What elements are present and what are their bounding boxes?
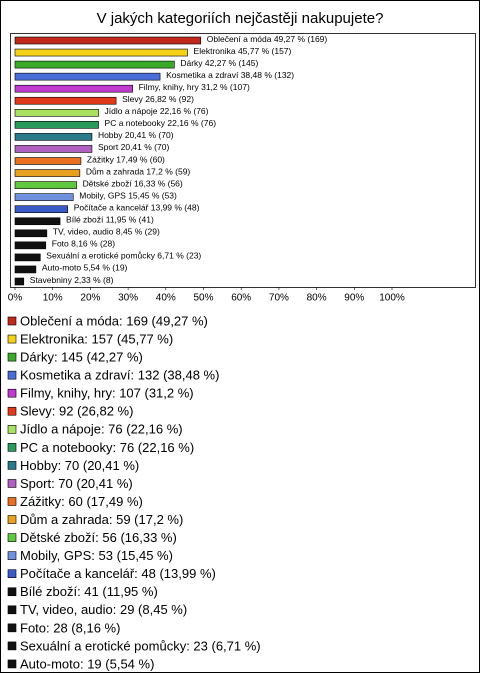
bar (14, 84, 133, 93)
legend-swatch (7, 406, 17, 416)
x-tick-label: 50% (193, 293, 213, 304)
legend-label: Dům a zahrada: 59 (17,2 %) (20, 512, 183, 527)
bar (14, 181, 77, 189)
legend-label: Jídlo a nápoje: 76 (22,16 %) (20, 422, 183, 437)
bar (14, 72, 161, 81)
bar (14, 96, 117, 105)
legend-label: Sport: 70 (20,41 %) (20, 476, 133, 491)
bar (14, 229, 48, 238)
legend-swatch (7, 515, 17, 524)
plot-frame (10, 33, 476, 288)
legend-swatch (7, 641, 17, 651)
bar (14, 205, 69, 213)
bar (14, 109, 99, 117)
bar-label: Foto 8,16 % (28) (52, 239, 115, 249)
x-tick-label: 70% (269, 293, 289, 304)
legend-swatch (7, 352, 17, 362)
bar-label: TV, video, audio 8,45 % (29) (53, 227, 160, 237)
bar-label: Sexuální a erotické pomůcky 6,71 % (23) (46, 251, 201, 261)
legend-swatch (7, 334, 17, 344)
bar (14, 253, 41, 262)
x-tick-label: 20% (80, 293, 100, 304)
bar (14, 60, 175, 69)
bar-label: PC a notebooky 22,16 % (76) (105, 118, 217, 128)
legend-label: Mobily, GPS: 53 (15,45 %) (20, 548, 173, 563)
legend-label: Dárky: 145 (42,27 %) (20, 350, 143, 365)
legend-swatch (7, 533, 17, 542)
legend-swatch (7, 497, 17, 506)
bar-label: Filmy, knihy, hry 31,2 % (107) (139, 82, 250, 92)
bar (14, 241, 47, 250)
bar-label: Dům a zahrada 17,2 % (59) (86, 166, 191, 176)
legend-label: Filmy, knihy, hry: 107 (31,2 %) (20, 386, 194, 401)
x-tick-label: 0% (8, 293, 23, 304)
x-tick-label: 30% (118, 293, 138, 304)
legend-swatch (7, 623, 17, 633)
legend-label: Oblečení a móda: 169 (49,27 %) (20, 313, 208, 328)
bar-label: Zážitky 17,49 % (60) (87, 154, 165, 164)
legend-swatch (7, 424, 17, 434)
x-tick-label: 10% (43, 293, 63, 304)
bar-label: Dětské zboží 16,33 % (56) (83, 178, 183, 188)
legend-swatch (7, 587, 17, 597)
bar (14, 277, 25, 286)
bar (14, 145, 93, 153)
bar-label: Dárky 42,27 % (145) (180, 58, 258, 68)
bar (14, 133, 93, 141)
legend-label: Slevy: 92 (26,82 %) (20, 404, 133, 419)
legend-label: Dětské zboží: 56 (16,33 %) (20, 530, 177, 545)
bar-label: Mobily, GPS 15,45 % (53) (79, 190, 177, 200)
bar-label: Bílé zboží 11,95 % (41) (66, 215, 154, 225)
legend-swatch (7, 461, 17, 470)
bar (14, 36, 202, 45)
legend-label: Auto-moto: 19 (5,54 %) (20, 656, 154, 671)
legend-label: Počítače a kancelář: 48 (13,99 %) (20, 566, 216, 581)
legend-label: Elektronika: 157 (45,77 %) (20, 331, 173, 346)
bar-label: Elektronika 45,77 % (157) (194, 46, 292, 56)
legend-swatch (7, 316, 17, 326)
x-tick-label: 80% (307, 293, 327, 304)
bar-label: Stavebniny 2,33 % (8) (30, 275, 114, 285)
legend-swatch (7, 551, 17, 560)
legend-label: TV, video, audio: 29 (8,45 %) (20, 602, 187, 617)
bar (14, 157, 82, 165)
legend-label: Hobby: 70 (20,41 %) (20, 458, 139, 473)
x-tick-label: 90% (344, 293, 364, 304)
bar (14, 193, 74, 201)
legend-label: PC a notebooky: 76 (22,16 %) (20, 440, 194, 455)
bar-label: Kosmetika a zdraví 38,48 % (132) (166, 70, 294, 80)
bar-label: Jídlo a nápoje 22,16 % (76) (105, 106, 209, 116)
x-tick-label: 100% (379, 293, 405, 304)
bar (14, 265, 37, 274)
legend-label: Zážitky: 60 (17,49 %) (20, 494, 143, 509)
legend-swatch (7, 388, 17, 398)
legend-label: Foto: 28 (8,16 %) (20, 620, 120, 635)
legend-swatch (7, 659, 17, 669)
legend-swatch (7, 443, 17, 452)
chart-title: V jakých kategoriích nejčastěji nakupuje… (97, 10, 384, 27)
x-tick-label: 60% (231, 293, 251, 304)
x-tick-label: 40% (156, 293, 176, 304)
bar-label: Oblečení a móda 49,27 % (169) (207, 34, 328, 44)
legend-swatch (7, 370, 17, 380)
bar-label: Auto-moto 5,54 % (19) (42, 263, 128, 273)
legend-label: Bílé zboží: 41 (11,95 %) (20, 584, 158, 599)
legend-label: Sexuální a erotické pomůcky: 23 (6,71 %) (20, 638, 261, 653)
bar-label: Hobby 20,41 % (70) (98, 130, 174, 140)
bar (14, 121, 99, 129)
bar (14, 217, 61, 226)
legend-swatch (7, 479, 17, 488)
legend-swatch (7, 569, 17, 579)
legend-swatch (7, 605, 17, 615)
bar-label: Slevy 26,82 % (92) (122, 94, 194, 104)
bar (14, 169, 81, 177)
legend-label: Kosmetika a zdraví: 132 (38,48 %) (20, 368, 219, 383)
bar-label: Počítače a kancelář 13,99 % (48) (74, 202, 200, 212)
bar-label: Sport 20,41 % (70) (98, 142, 170, 152)
bar (14, 48, 188, 57)
